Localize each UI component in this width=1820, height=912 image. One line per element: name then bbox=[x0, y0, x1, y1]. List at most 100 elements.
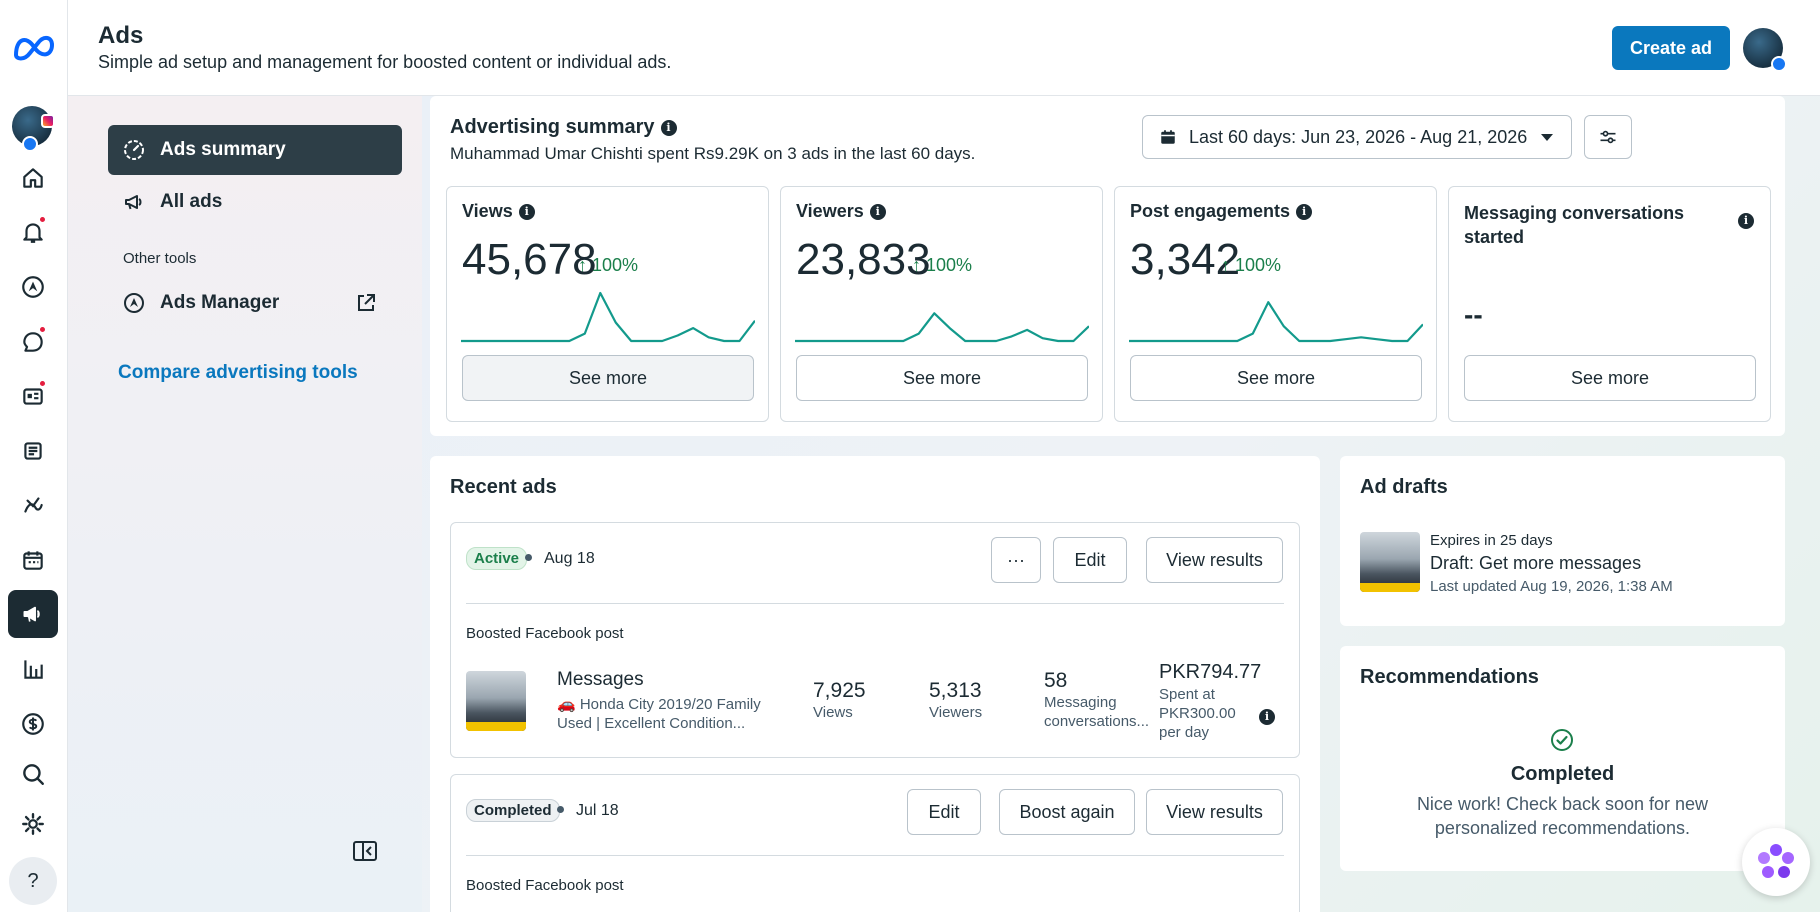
side-item-label: All ads bbox=[160, 191, 223, 212]
create-ad-button[interactable]: Create ad bbox=[1612, 26, 1730, 70]
info-icon[interactable]: i bbox=[1296, 204, 1313, 220]
metric-delta: ↑ 100% bbox=[1221, 255, 1282, 275]
recommendations-status: Completed bbox=[1510, 763, 1615, 785]
sliders-icon bbox=[1600, 130, 1616, 144]
check-circle-icon bbox=[1551, 729, 1573, 751]
spent-label: Spent at PKR300.00 per day bbox=[1159, 686, 1236, 741]
settings-icon[interactable] bbox=[8, 800, 58, 848]
boost-again-button[interactable]: Boost again bbox=[999, 789, 1135, 835]
stat-value: 58 bbox=[1044, 669, 1068, 692]
compare-advertising-tools-link[interactable]: Compare advertising tools bbox=[118, 362, 358, 383]
metric-name: Post engagements i bbox=[1130, 201, 1313, 222]
edit-button[interactable]: Edit bbox=[1053, 537, 1127, 583]
see-more-button[interactable]: See more bbox=[1464, 355, 1756, 401]
date-range-dropdown[interactable]: Last 60 days: Jun 23, 2026 - Aug 21, 202… bbox=[1142, 115, 1572, 159]
metric-card-viewers: Viewers i 23,833 ↑ 100% See more bbox=[780, 186, 1103, 422]
side-item-ads-summary[interactable]: Ads summary bbox=[108, 125, 402, 175]
analytics-icon[interactable] bbox=[8, 645, 58, 693]
ads-icon[interactable] bbox=[8, 590, 58, 638]
view-results-button[interactable]: View results bbox=[1146, 789, 1283, 835]
left-nav-rail: ? bbox=[0, 0, 68, 912]
sparkline-viewers bbox=[795, 312, 1089, 343]
info-icon[interactable]: i bbox=[1259, 709, 1275, 725]
side-item-all-ads[interactable]: All ads bbox=[108, 177, 402, 227]
summary-subtitle: Muhammad Umar Chishti spent Rs9.29K on 3… bbox=[450, 144, 976, 163]
filter-settings-button[interactable] bbox=[1584, 115, 1632, 159]
draft-thumbnail[interactable] bbox=[1360, 532, 1420, 592]
gauge-icon bbox=[124, 140, 144, 160]
help-icon[interactable]: ? bbox=[9, 857, 57, 905]
sparkline-path bbox=[1129, 301, 1423, 343]
drafts-title: Ad drafts bbox=[1360, 476, 1448, 498]
info-icon[interactable]: i bbox=[660, 120, 677, 136]
ad-item-active: Active Aug 18 ··· Edit View results Boos… bbox=[450, 522, 1300, 758]
ads-side-panel: Ads summary All ads Other tools Ads Mana… bbox=[68, 96, 422, 912]
see-more-button[interactable]: See more bbox=[796, 355, 1088, 401]
ad-name[interactable]: Messages bbox=[557, 669, 644, 690]
ai-assistant-button[interactable] bbox=[1742, 828, 1810, 896]
page-header: Ads Simple ad setup and management for b… bbox=[68, 0, 1820, 96]
notifications-icon[interactable] bbox=[8, 208, 58, 256]
stat-viewers: 5,313 Viewers bbox=[929, 679, 982, 722]
info-icon[interactable]: i bbox=[518, 204, 535, 220]
stat-label: Viewers bbox=[929, 704, 983, 721]
ads-manager-icon bbox=[124, 293, 144, 313]
stat-value: 7,925 bbox=[813, 679, 866, 702]
view-results-button[interactable]: View results bbox=[1146, 537, 1283, 583]
date-range-label: Last 60 days: Jun 23, 2026 - Aug 21, 202… bbox=[1189, 126, 1528, 147]
edit-button[interactable]: Edit bbox=[907, 789, 981, 835]
ad-type: Boosted Facebook post bbox=[466, 625, 624, 642]
stat-value: 5,313 bbox=[929, 679, 982, 702]
see-more-button[interactable]: See more bbox=[1130, 355, 1422, 401]
advertising-summary-card: Advertising summary i Muhammad Umar Chish… bbox=[430, 96, 1785, 436]
draft-expiry: Expires in 25 days bbox=[1430, 532, 1553, 549]
sparkline-path bbox=[795, 312, 1089, 343]
info-icon[interactable]: i bbox=[869, 204, 886, 220]
home-icon[interactable] bbox=[8, 154, 58, 202]
calendar-icon[interactable] bbox=[8, 536, 58, 584]
notification-dot bbox=[39, 380, 46, 387]
collapse-panel-icon[interactable] bbox=[352, 840, 378, 862]
profile-avatar[interactable] bbox=[1743, 28, 1787, 72]
sparkline-path bbox=[461, 291, 755, 343]
ad-date: Aug 18 bbox=[525, 550, 595, 568]
ad-drafts-card: Ad drafts Expires in 25 days Draft: Get … bbox=[1340, 456, 1785, 626]
side-item-label: Ads Manager bbox=[160, 292, 280, 313]
metric-value: 3,342 bbox=[1130, 235, 1241, 284]
other-tools-heading: Other tools bbox=[123, 250, 197, 267]
meta-logo[interactable] bbox=[10, 26, 58, 66]
sparkline-views bbox=[461, 291, 755, 343]
metric-delta: ↑ 100% bbox=[912, 255, 973, 275]
ad-thumbnail[interactable] bbox=[466, 671, 526, 731]
see-more-button[interactable]: See more bbox=[462, 355, 754, 401]
page-subtitle: Simple ad setup and management for boost… bbox=[98, 52, 672, 72]
summary-title: Advertising summary i bbox=[450, 116, 677, 139]
metric-name: Viewers i bbox=[796, 201, 886, 222]
posts-icon[interactable] bbox=[8, 427, 58, 475]
ads-manager-icon[interactable] bbox=[8, 263, 58, 311]
facebook-badge-icon bbox=[1771, 56, 1787, 72]
side-item-label: Ads summary bbox=[160, 139, 286, 160]
content-icon[interactable] bbox=[8, 372, 58, 420]
side-item-ads-manager[interactable]: Ads Manager bbox=[108, 278, 402, 328]
info-icon[interactable]: i bbox=[1738, 213, 1754, 229]
draft-name[interactable]: Draft: Get more messages bbox=[1430, 553, 1642, 573]
more-options-button[interactable]: ··· bbox=[991, 537, 1041, 583]
recent-ads-title: Recent ads bbox=[450, 476, 557, 498]
metric-name: Views i bbox=[462, 201, 535, 222]
metric-card-post-engagements: Post engagements i 3,342 ↑ 100% See more bbox=[1114, 186, 1437, 422]
notification-dot bbox=[39, 216, 46, 223]
ad-item-completed: Completed Jul 18 Edit Boost again View r… bbox=[450, 774, 1300, 912]
messages-icon[interactable] bbox=[8, 318, 58, 366]
sparkline-post-engagements bbox=[1129, 301, 1423, 343]
insights-icon[interactable] bbox=[8, 481, 58, 529]
megaphone-icon bbox=[125, 195, 142, 210]
chevron-down-icon bbox=[1541, 134, 1553, 141]
account-avatar[interactable] bbox=[12, 106, 55, 152]
search-icon[interactable] bbox=[8, 750, 58, 798]
monetization-icon[interactable] bbox=[8, 700, 58, 748]
facebook-badge-icon bbox=[22, 136, 38, 152]
metric-delta: ↑ 100% bbox=[578, 255, 639, 275]
ad-date: Jul 18 bbox=[557, 802, 619, 820]
stat-label: Views bbox=[813, 704, 853, 721]
